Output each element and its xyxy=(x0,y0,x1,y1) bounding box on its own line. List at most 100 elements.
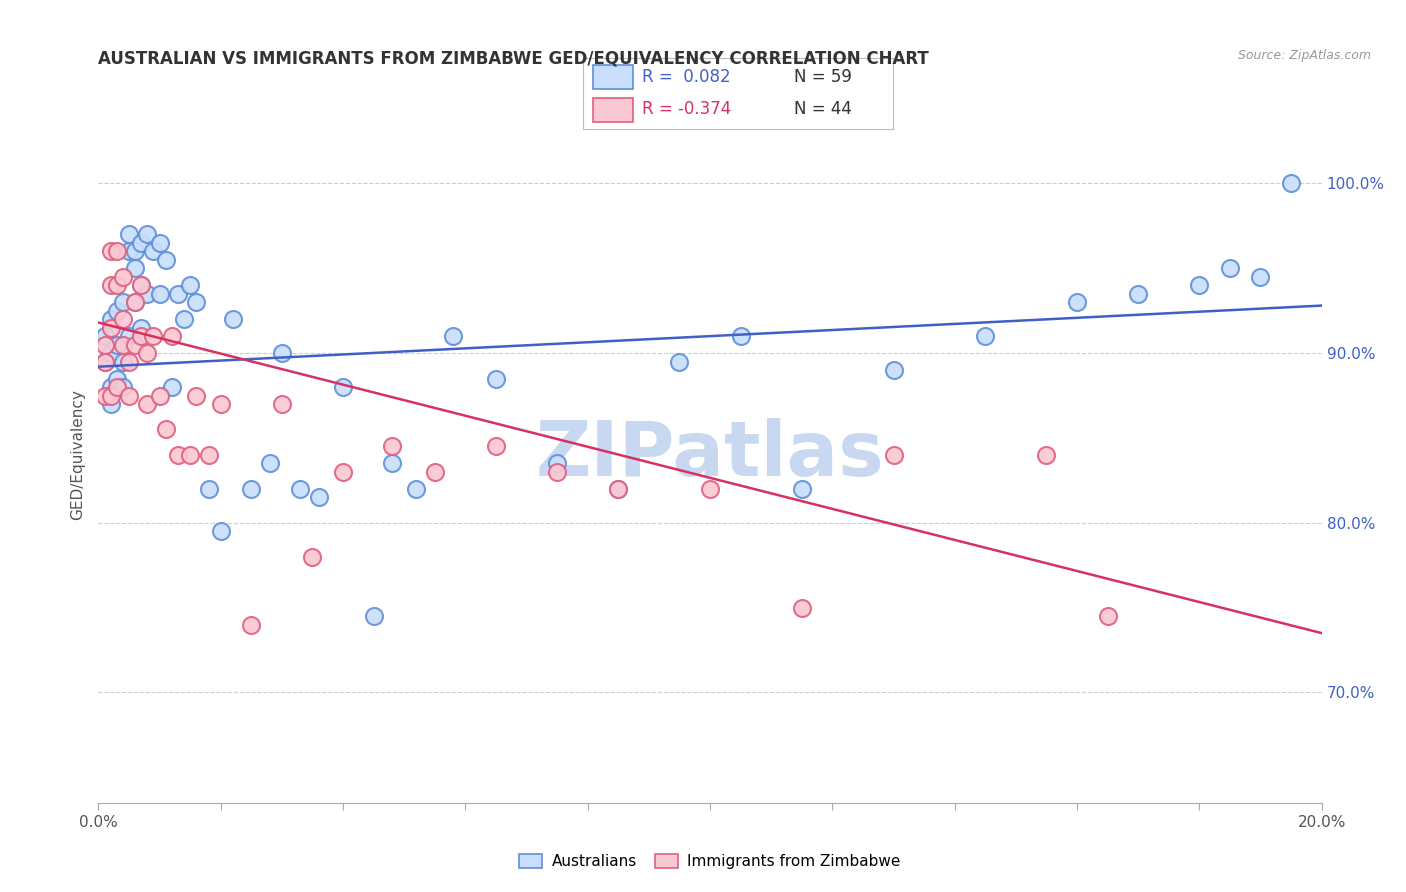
Point xyxy=(167,286,190,301)
Point xyxy=(93,354,115,368)
Point xyxy=(332,465,354,479)
Point xyxy=(607,482,630,496)
Point xyxy=(100,244,122,259)
Point xyxy=(142,244,165,259)
Point xyxy=(124,295,146,310)
Point xyxy=(270,397,292,411)
Point xyxy=(197,482,219,496)
Point xyxy=(186,388,208,402)
Point xyxy=(160,380,183,394)
Point xyxy=(100,346,122,360)
Text: Source: ZipAtlas.com: Source: ZipAtlas.com xyxy=(1237,49,1371,62)
Point xyxy=(100,388,122,402)
Text: N = 59: N = 59 xyxy=(794,68,852,86)
Point xyxy=(546,457,568,471)
Point xyxy=(160,329,183,343)
Point xyxy=(93,329,115,343)
Point xyxy=(105,244,128,259)
Point xyxy=(93,388,115,402)
Point xyxy=(607,482,630,496)
Point xyxy=(332,380,354,394)
Point xyxy=(118,354,141,368)
Point xyxy=(155,422,177,436)
Point xyxy=(105,278,128,293)
Point xyxy=(136,227,159,242)
Point xyxy=(186,295,208,310)
Point xyxy=(259,457,281,471)
Point xyxy=(100,320,122,334)
Point xyxy=(1097,609,1119,624)
Point xyxy=(883,448,905,462)
Point xyxy=(1035,448,1057,462)
Point xyxy=(93,354,115,368)
Point xyxy=(155,252,177,267)
Point xyxy=(485,371,508,385)
Point xyxy=(100,397,122,411)
Point xyxy=(790,600,813,615)
Point xyxy=(136,286,159,301)
Point xyxy=(1128,286,1150,301)
Point xyxy=(124,244,146,259)
Point xyxy=(209,524,232,539)
Point xyxy=(111,380,134,394)
Point xyxy=(105,303,128,318)
Text: R =  0.082: R = 0.082 xyxy=(643,68,731,86)
Point xyxy=(363,609,385,624)
Point xyxy=(546,465,568,479)
Point xyxy=(308,491,330,505)
Point xyxy=(142,329,165,343)
Point xyxy=(124,295,146,310)
Point xyxy=(1219,261,1241,276)
Point xyxy=(240,617,263,632)
Point xyxy=(730,329,752,343)
Point xyxy=(179,448,201,462)
Point xyxy=(668,354,690,368)
Point xyxy=(118,329,141,343)
Point xyxy=(111,354,134,368)
Point xyxy=(149,286,172,301)
Point xyxy=(381,457,404,471)
Point xyxy=(136,346,159,360)
Point xyxy=(124,261,146,276)
Point xyxy=(197,448,219,462)
Point xyxy=(179,278,201,293)
Point xyxy=(129,235,152,250)
Point xyxy=(111,312,134,326)
Point xyxy=(111,295,134,310)
Point xyxy=(118,244,141,259)
Point xyxy=(222,312,245,326)
Bar xyxy=(593,65,633,89)
Point xyxy=(100,312,122,326)
Text: N = 44: N = 44 xyxy=(794,101,852,119)
Point xyxy=(105,380,128,394)
Point xyxy=(441,329,464,343)
Point xyxy=(1279,177,1302,191)
Point xyxy=(136,397,159,411)
Point xyxy=(100,380,122,394)
Point xyxy=(381,439,404,453)
Point xyxy=(485,439,508,453)
Point xyxy=(423,465,446,479)
Point xyxy=(405,482,427,496)
Point xyxy=(129,320,152,334)
Point xyxy=(105,337,128,351)
Point xyxy=(129,329,152,343)
Point xyxy=(974,329,997,343)
Bar xyxy=(593,98,633,122)
Point xyxy=(129,278,152,293)
Point xyxy=(790,482,813,496)
Point xyxy=(270,346,292,360)
Point xyxy=(883,363,905,377)
Point xyxy=(118,227,141,242)
Point xyxy=(105,371,128,385)
Legend: Australians, Immigrants from Zimbabwe: Australians, Immigrants from Zimbabwe xyxy=(513,848,907,875)
Point xyxy=(111,269,134,284)
Point xyxy=(124,337,146,351)
Point xyxy=(1249,269,1271,284)
Point xyxy=(1066,295,1088,310)
Point xyxy=(699,482,721,496)
Point xyxy=(240,482,263,496)
Point xyxy=(93,337,115,351)
Point xyxy=(209,397,232,411)
Point xyxy=(129,278,152,293)
